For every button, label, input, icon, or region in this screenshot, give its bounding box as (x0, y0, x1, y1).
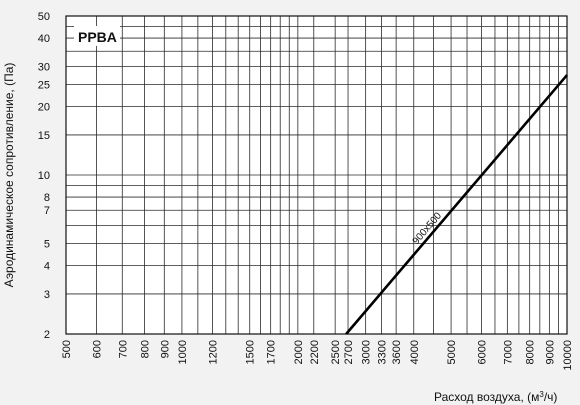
x-tick-labels: 500 600 700 800 900 1000 1200 1500 1700 2000 2200 2… (61, 340, 574, 371)
x-tick-label: 800 (140, 340, 152, 358)
x-tick-label: 2500 (330, 340, 342, 364)
x-tick-label: 1200 (207, 340, 219, 364)
y-tick-label: 3 (44, 289, 50, 301)
x-tick-label: 2200 (309, 340, 321, 364)
x-tick-label: 4000 (409, 340, 421, 364)
y-tick-label: 20 (38, 102, 50, 114)
x-axis-title-tail: /ч) (544, 390, 558, 404)
x-tick-label: 1700 (266, 340, 278, 364)
x-tick-label: 600 (91, 340, 103, 358)
y-tick-label: 7 (44, 205, 50, 217)
x-tick-label: 1500 (245, 340, 257, 364)
y-tick-labels: 2 3 4 5 78 10 15 20 25 30 40 50 (38, 11, 50, 341)
y-tick-label: 2 (44, 329, 50, 341)
y-tick-label: 8 (44, 192, 50, 204)
plot-frame (65, 15, 568, 335)
x-tick-label: 1000 (177, 340, 189, 364)
x-tick-label: 2700 (343, 340, 355, 364)
chart-label-box (74, 26, 120, 46)
x-tick-label: 7000 (502, 340, 514, 364)
x-axis-title: Расход воздуха, (м3/ч) (434, 390, 557, 404)
y-axis-title: Аэродинамическое сопротивление, (Па) (2, 63, 16, 288)
y-tick-label: 5 (44, 238, 50, 250)
y-tick-label: 40 (38, 33, 50, 45)
y-tick-label: 15 (38, 130, 50, 142)
x-axis-title-main: Расход воздуха, (м (434, 390, 539, 404)
y-tick-label: 25 (38, 79, 50, 91)
x-tick-label: 8000 (525, 340, 537, 364)
x-tick-label: 2000 (293, 340, 305, 364)
x-tick-label: 6000 (477, 340, 489, 364)
x-tick-label: 900 (159, 340, 171, 358)
x-tick-label: 3600 (391, 340, 403, 364)
y-tick-label: 10 (38, 170, 50, 182)
x-tick-label: 3300 (377, 340, 389, 364)
chart-label: PPBA (78, 29, 117, 45)
y-tick-label: 4 (44, 261, 50, 273)
series-line (345, 74, 568, 335)
x-tick-label: 3000 (361, 340, 373, 364)
x-tick-label: 700 (117, 340, 129, 358)
y-tick-label: 50 (38, 11, 50, 23)
x-tick-label: 10000 (562, 340, 574, 371)
x-tick-label: 500 (61, 340, 73, 358)
x-axis-title-sup: 3 (539, 390, 544, 399)
x-tick-label: 5000 (446, 340, 458, 364)
y-tick-label: 30 (38, 61, 50, 73)
x-tick-label: 9000 (544, 340, 556, 364)
